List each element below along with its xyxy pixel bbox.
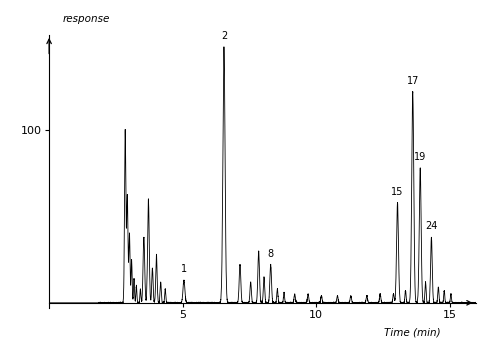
Text: 19: 19 (414, 152, 426, 162)
Text: Time (min): Time (min) (384, 327, 440, 337)
Text: 2: 2 (221, 31, 227, 41)
Text: 24: 24 (425, 221, 437, 231)
Text: 17: 17 (407, 76, 419, 86)
Text: 8: 8 (268, 249, 274, 259)
Text: response: response (62, 14, 110, 24)
Text: 15: 15 (391, 187, 404, 197)
Text: 1: 1 (181, 264, 187, 274)
